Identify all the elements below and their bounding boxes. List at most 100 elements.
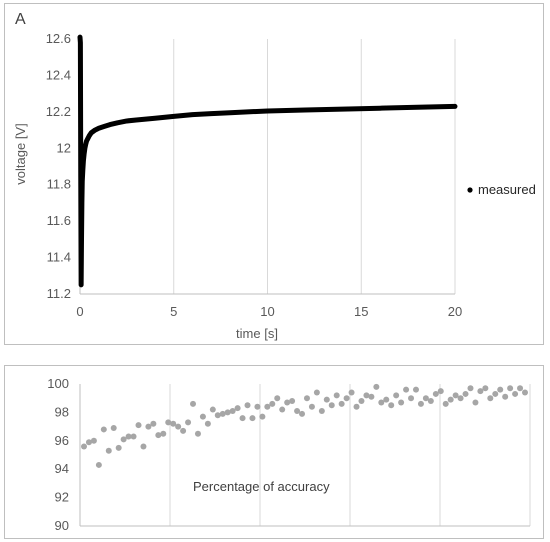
accuracy-point xyxy=(229,407,236,414)
accuracy-point xyxy=(170,420,177,427)
accuracy-point xyxy=(323,396,330,403)
y-tick-label: 11.6 xyxy=(47,213,71,228)
accuracy-point xyxy=(254,403,261,410)
accuracy-point xyxy=(299,410,306,417)
accuracy-point xyxy=(497,386,504,393)
y-tick-label: 98 xyxy=(55,404,69,419)
accuracy-point xyxy=(100,426,107,433)
y-tick-label: 11.2 xyxy=(47,286,71,301)
accuracy-point xyxy=(135,422,142,429)
accuracy-point xyxy=(303,395,310,402)
accuracy-point xyxy=(140,443,147,450)
accuracy-point xyxy=(472,399,479,406)
accuracy-point xyxy=(492,390,499,397)
accuracy-point xyxy=(289,398,296,405)
accuracy-point xyxy=(284,399,291,406)
accuracy-point xyxy=(150,420,157,427)
y-tick-label: 90 xyxy=(55,518,69,533)
y-tick-label: 94 xyxy=(55,461,69,476)
accuracy-point xyxy=(204,420,211,427)
accuracy-point xyxy=(199,413,206,420)
accuracy-chart: 90 92 94 96 98 100 Percentage of accuracy xyxy=(47,376,531,533)
accuracy-point xyxy=(145,423,152,430)
accuracy-point xyxy=(403,386,410,393)
accuracy-point xyxy=(487,395,494,402)
accuracy-point xyxy=(393,392,400,399)
x-tick-label: 15 xyxy=(354,304,368,319)
accuracy-point xyxy=(422,395,429,402)
accuracy-point xyxy=(338,400,345,407)
accuracy-point xyxy=(259,413,266,420)
accuracy-annotation: Percentage of accuracy xyxy=(193,479,330,494)
accuracy-point xyxy=(274,395,281,402)
y-tick-label: 92 xyxy=(55,490,69,505)
accuracy-point xyxy=(432,390,439,397)
y-tick-label: 100 xyxy=(47,376,69,391)
accuracy-point xyxy=(81,443,87,450)
x-tick-label: 5 xyxy=(170,304,177,319)
accuracy-point xyxy=(180,427,187,434)
accuracy-point xyxy=(219,410,226,417)
accuracy-point xyxy=(482,385,489,392)
accuracy-point xyxy=(264,403,271,410)
accuracy-point xyxy=(85,439,92,446)
accuracy-point xyxy=(412,386,419,393)
accuracy-point xyxy=(249,415,256,422)
accuracy-point xyxy=(115,444,122,451)
y-tick-label: 12.2 xyxy=(46,104,71,119)
y-tick-label: 11.8 xyxy=(47,177,71,192)
accuracy-point xyxy=(244,402,251,409)
accuracy-point xyxy=(110,425,117,432)
accuracy-point xyxy=(294,407,301,414)
legend: measured xyxy=(467,182,536,197)
accuracy-point xyxy=(234,405,241,412)
accuracy-point xyxy=(224,409,231,416)
accuracy-point xyxy=(214,412,221,419)
accuracy-point xyxy=(279,406,286,413)
accuracy-point xyxy=(398,399,405,406)
legend-marker xyxy=(467,187,473,193)
measured-series-line xyxy=(77,34,458,288)
accuracy-point xyxy=(343,395,350,402)
legend-label: measured xyxy=(478,182,536,197)
y-tick-label: 96 xyxy=(55,433,69,448)
accuracy-point xyxy=(457,395,464,402)
y-axis-title: voltage [V] xyxy=(13,123,28,184)
accuracy-point xyxy=(368,393,375,400)
accuracy-point xyxy=(467,385,474,392)
accuracy-point xyxy=(105,447,112,454)
accuracy-point xyxy=(522,389,528,396)
accuracy-point xyxy=(388,402,395,409)
accuracy-point xyxy=(408,395,415,402)
accuracy-point xyxy=(507,385,514,392)
y-tick-label: 11.4 xyxy=(47,250,71,265)
accuracy-point xyxy=(517,385,524,392)
accuracy-point xyxy=(417,400,424,407)
accuracy-point xyxy=(155,432,162,439)
x-tick-label: 0 xyxy=(76,304,83,319)
accuracy-point xyxy=(383,396,390,403)
accuracy-point xyxy=(90,437,97,444)
accuracy-point xyxy=(160,430,167,437)
accuracy-point xyxy=(437,388,444,395)
x-tick-label: 10 xyxy=(260,304,274,319)
accuracy-point xyxy=(209,406,216,413)
y-tick-label: 12 xyxy=(57,140,71,155)
accuracy-point xyxy=(462,390,469,397)
accuracy-point xyxy=(130,433,137,440)
accuracy-point xyxy=(269,400,276,407)
voltage-chart: A 11.2 11.4 11.6 11.8 12 12.2 12.4 12.6 0 5 10 15 2… xyxy=(13,11,536,341)
accuracy-point xyxy=(333,392,340,399)
x-tick-label: 20 xyxy=(448,304,462,319)
accuracy-point xyxy=(328,402,335,409)
accuracy-point xyxy=(427,398,434,405)
accuracy-point xyxy=(373,383,380,390)
voltage-chart-panel: A 11.2 11.4 11.6 11.8 12 12.2 12.4 12.6 0 5 10 15 2… xyxy=(4,3,544,345)
accuracy-point xyxy=(363,392,370,399)
accuracy-point xyxy=(502,393,509,400)
accuracy-point xyxy=(308,403,315,410)
panel-label: A xyxy=(15,11,26,28)
y-tick-label: 12.4 xyxy=(46,67,71,82)
accuracy-point xyxy=(185,419,192,426)
accuracy-point xyxy=(125,433,132,440)
